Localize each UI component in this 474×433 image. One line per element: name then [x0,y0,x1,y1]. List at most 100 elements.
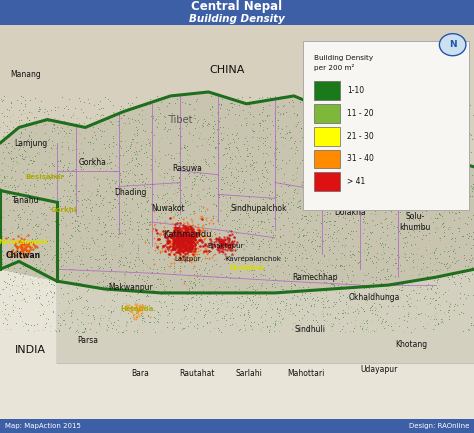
Point [1,174,9,181]
Point [313,274,321,281]
Point [153,205,161,212]
Point [130,305,138,312]
Point [292,301,300,307]
Point [158,279,166,286]
Point [1,314,9,321]
Point [210,160,218,167]
Point [74,222,82,229]
Point [264,158,272,165]
Point [279,297,286,304]
Point [242,162,250,169]
Point [299,301,306,308]
Point [270,253,277,260]
Point [111,180,118,187]
Point [7,98,15,105]
Point [180,242,188,249]
Point [185,236,193,243]
Point [286,271,293,278]
Point [401,109,409,116]
Point [316,219,323,226]
Point [202,304,210,311]
Point [436,105,444,112]
Point [29,156,36,163]
Point [194,226,201,233]
Point [46,269,54,276]
Point [291,256,299,263]
Point [454,115,462,122]
Point [45,136,52,142]
Point [175,229,183,236]
Point [340,120,347,126]
Point [199,281,206,288]
Point [187,277,195,284]
Point [189,242,196,249]
Point [250,319,258,326]
Point [178,238,185,245]
Point [181,175,189,182]
Point [144,236,151,243]
Point [26,249,33,256]
Point [84,160,92,167]
Point [173,231,180,238]
Point [309,179,317,186]
Point [171,229,178,236]
Point [241,156,248,163]
Point [205,141,213,148]
Point [430,248,438,255]
Point [20,155,28,162]
Point [168,243,176,250]
Point [183,197,191,204]
Point [102,275,110,282]
Point [283,130,291,137]
Point [183,242,191,249]
Point [222,278,230,285]
Point [387,110,394,117]
Point [33,222,41,229]
Point [365,142,373,149]
Point [348,236,356,242]
Point [118,288,126,294]
Point [356,259,363,265]
Point [246,313,253,320]
Point [317,298,325,305]
Point [46,163,53,170]
Point [415,133,422,140]
Point [251,255,258,262]
Point [217,236,224,243]
Point [222,227,230,234]
Point [185,117,192,124]
Point [166,233,174,240]
Point [227,168,234,175]
Point [228,169,235,176]
Point [4,262,11,268]
Point [64,122,72,129]
Point [294,190,301,197]
Point [225,234,233,241]
Point [91,201,99,208]
Point [429,193,437,200]
Point [273,124,281,131]
Point [292,216,300,223]
Point [171,271,178,278]
Point [165,228,173,235]
Point [408,161,416,168]
Point [264,238,272,245]
Point [5,250,12,257]
Point [156,110,164,116]
Point [11,240,18,247]
Point [22,286,29,293]
Point [164,251,172,258]
Point [201,245,209,252]
Point [264,255,272,262]
Point [241,260,248,267]
Point [319,143,326,150]
Point [219,175,227,182]
Point [170,238,177,245]
Point [19,143,27,150]
Point [368,310,375,317]
Point [317,220,325,227]
Point [317,268,325,275]
Point [385,182,393,189]
Point [290,187,298,194]
Point [61,224,69,231]
